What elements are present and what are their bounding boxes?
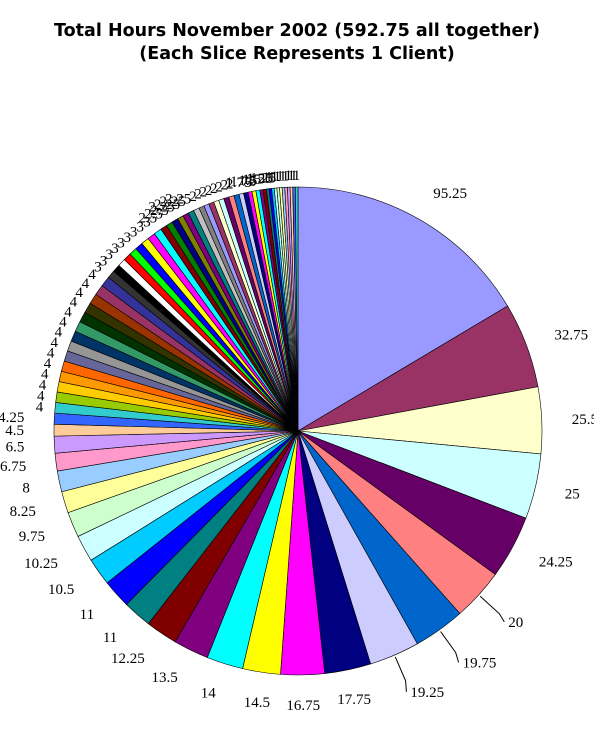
- slice-label: 1.75: [230, 174, 256, 190]
- slice-label: 3: [117, 236, 125, 252]
- slice-label: 10.5: [48, 582, 74, 598]
- slice-label: 8.25: [10, 504, 36, 520]
- slice-label: 4: [59, 314, 67, 330]
- slice-label: 6.75: [0, 459, 26, 475]
- slice-label: 4: [39, 378, 47, 394]
- slice-label: 4: [41, 367, 49, 383]
- slice-label: 3: [111, 241, 119, 257]
- slice-label: 3: [137, 220, 145, 236]
- slice-label: 1: [282, 168, 290, 184]
- slice-labels: 95.2532.7525.52524.252019.7519.2517.7516…: [0, 168, 594, 714]
- slice-label: 14: [201, 685, 217, 701]
- slice-label: 1: [285, 168, 293, 184]
- slice-label: 1: [268, 169, 276, 185]
- leader-line: [479, 595, 505, 623]
- slice-label: 2: [210, 181, 218, 197]
- slice-label: 2.5: [138, 210, 157, 226]
- slice-label: 3: [143, 215, 151, 231]
- slice-label: 9.75: [19, 529, 45, 545]
- slice-label: 11: [80, 607, 94, 623]
- slice-label: 2: [226, 176, 234, 192]
- slice-label: 8: [22, 481, 30, 497]
- slice-label: 3: [130, 225, 138, 241]
- pie-slice: [297, 186, 508, 432]
- slice-label: 4: [37, 389, 45, 405]
- slice-label: 4: [88, 267, 96, 283]
- slice-label: 1.25: [250, 170, 276, 186]
- slice-label: 11: [103, 630, 117, 646]
- slice-label: 4: [55, 325, 63, 341]
- slice-label: 19.25: [410, 685, 444, 701]
- slice-label: 3: [105, 247, 113, 263]
- slice-label: 2.5: [150, 203, 169, 219]
- slice-label: 1.5: [242, 172, 261, 188]
- slice-label: 4: [36, 400, 44, 416]
- slice-label: 2.25: [154, 197, 180, 213]
- slice-label: 4: [82, 276, 90, 292]
- slice-label: 4: [75, 285, 83, 301]
- slice-label: 10.25: [24, 556, 58, 572]
- slice-label: 20: [508, 615, 523, 631]
- slice-label: 32.75: [554, 328, 588, 344]
- slice-label: 2: [221, 178, 229, 194]
- slice-label: 25.5: [572, 412, 594, 428]
- slice-label: 1: [290, 168, 298, 184]
- slice-label: 1: [279, 169, 287, 185]
- label-leader-lines: [394, 595, 505, 692]
- slice-label: 1: [293, 168, 301, 184]
- slice-label: 1: [265, 170, 273, 186]
- slice-label: 2: [189, 189, 197, 205]
- slice-label: 4.25: [0, 410, 24, 426]
- slice-label: 2.5: [144, 207, 163, 223]
- slice-label: 3: [124, 230, 132, 246]
- slice-label: 1.5: [246, 172, 265, 188]
- slice-label: 1: [271, 169, 279, 185]
- slice-label: 4: [47, 345, 55, 361]
- slice-label: 12.25: [111, 651, 145, 667]
- chart-title-line1: Total Hours November 2002 (592.75 all to…: [54, 21, 540, 41]
- slice-label: 95.25: [433, 186, 467, 202]
- pie-slices: [53, 186, 543, 676]
- slice-label: 2: [205, 183, 213, 199]
- slice-label: 2: [200, 185, 208, 201]
- slice-label: 4: [64, 304, 72, 320]
- slice-label: 19.75: [463, 655, 497, 671]
- slice-label: 2: [215, 179, 223, 195]
- slice-label: 3: [100, 253, 108, 269]
- leader-line: [440, 631, 460, 663]
- slice-label: 2.25: [148, 200, 174, 216]
- chart-subtitle: (Each Slice Represents 1 Client): [139, 44, 455, 64]
- slice-label: 17.75: [337, 692, 371, 708]
- slice-label: 4: [44, 356, 52, 372]
- slice-label: 3: [94, 260, 102, 276]
- slice-label: 13.5: [152, 670, 178, 686]
- slice-label: 2.25: [165, 191, 191, 207]
- slice-label: 1: [287, 168, 295, 184]
- slice-label: 14.5: [244, 695, 270, 711]
- slice-label: 4: [51, 335, 59, 351]
- slice-label: 2.25: [159, 194, 185, 210]
- slice-label: 1: [262, 170, 270, 186]
- slice-label: 24.25: [539, 555, 573, 571]
- slice-label: 4.5: [5, 423, 24, 439]
- slice-label: 1.5: [238, 173, 257, 189]
- slice-label: 16.75: [286, 698, 320, 714]
- leader-line: [394, 656, 407, 692]
- slice-label: 1: [276, 169, 284, 185]
- slice-label: 1.25: [246, 171, 272, 187]
- slice-label: 2: [194, 187, 202, 203]
- slice-label: 25: [565, 486, 580, 502]
- chart-title: Total Hours November 2002 (592.75 all to…: [0, 20, 594, 66]
- slice-label: 1.75: [225, 175, 251, 191]
- slice-label: 4: [70, 295, 78, 311]
- slice-label: 6.5: [6, 439, 25, 455]
- slice-label: 1: [273, 169, 281, 185]
- pie-slice: [295, 186, 299, 432]
